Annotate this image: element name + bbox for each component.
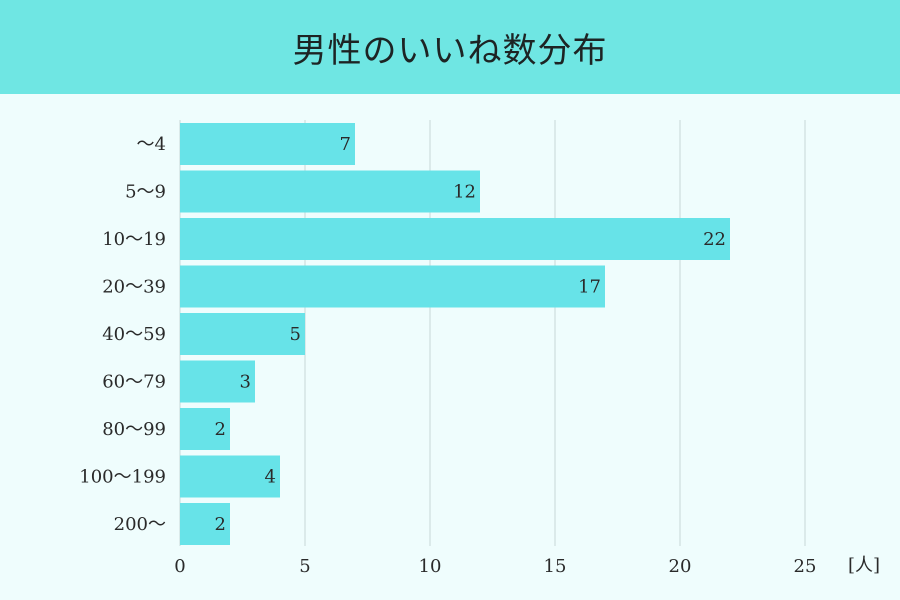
bar-value-label: 17 bbox=[578, 277, 601, 298]
bar-value-label: 22 bbox=[703, 229, 726, 250]
bar-value-label: 5 bbox=[290, 324, 301, 345]
category-label: 〜4 bbox=[137, 134, 166, 155]
category-labels: 〜4 5〜9 10〜19 20〜39 40〜59 60〜79 80〜99 100〜199 200… bbox=[79, 134, 166, 535]
title-banner: 男性のいいね数分布 bbox=[0, 0, 900, 94]
bar bbox=[180, 265, 605, 308]
bar bbox=[180, 170, 480, 213]
x-tick-label: 10 bbox=[419, 556, 442, 577]
category-label: 100〜199 bbox=[79, 467, 166, 488]
bar-value-label: 2 bbox=[215, 514, 226, 535]
x-tick-label: 20 bbox=[669, 556, 692, 577]
x-tick-label: 0 bbox=[174, 556, 185, 577]
bar bbox=[180, 313, 305, 355]
x-tick-label: 25 bbox=[794, 556, 817, 577]
category-label: 80〜99 bbox=[102, 419, 166, 440]
category-label: 60〜79 bbox=[102, 372, 166, 393]
bar bbox=[180, 360, 255, 403]
bar bbox=[180, 218, 730, 260]
chart-title: 男性のいいね数分布 bbox=[292, 30, 608, 71]
bar-value-label: 12 bbox=[453, 182, 476, 203]
category-label: 5〜9 bbox=[125, 182, 166, 203]
category-label: 200〜 bbox=[114, 514, 166, 535]
bar-value-label: 3 bbox=[240, 372, 251, 393]
bar bbox=[180, 455, 280, 498]
value-labels: 7 12 22 17 5 3 2 4 2 bbox=[215, 134, 726, 535]
x-tick-label: 15 bbox=[544, 556, 567, 577]
bar bbox=[180, 408, 230, 450]
x-tick-label: 5 bbox=[299, 556, 310, 577]
x-axis-ticks: 0 5 10 15 20 25 bbox=[174, 556, 816, 577]
category-label: 20〜39 bbox=[102, 277, 166, 298]
bar bbox=[180, 503, 230, 545]
bar-value-label: 7 bbox=[340, 134, 351, 155]
bar-chart: 7 12 22 17 5 3 2 4 2 〜4 5〜9 10〜19 20〜39 40〜59 60〜79 80… bbox=[79, 120, 880, 577]
bars bbox=[180, 123, 730, 545]
category-label: 10〜19 bbox=[102, 229, 166, 250]
category-label: 40〜59 bbox=[102, 324, 166, 345]
bar bbox=[180, 123, 355, 165]
bar-value-label: 2 bbox=[215, 419, 226, 440]
bar-value-label: 4 bbox=[265, 467, 276, 488]
x-axis-unit-label: [人] bbox=[848, 555, 880, 576]
